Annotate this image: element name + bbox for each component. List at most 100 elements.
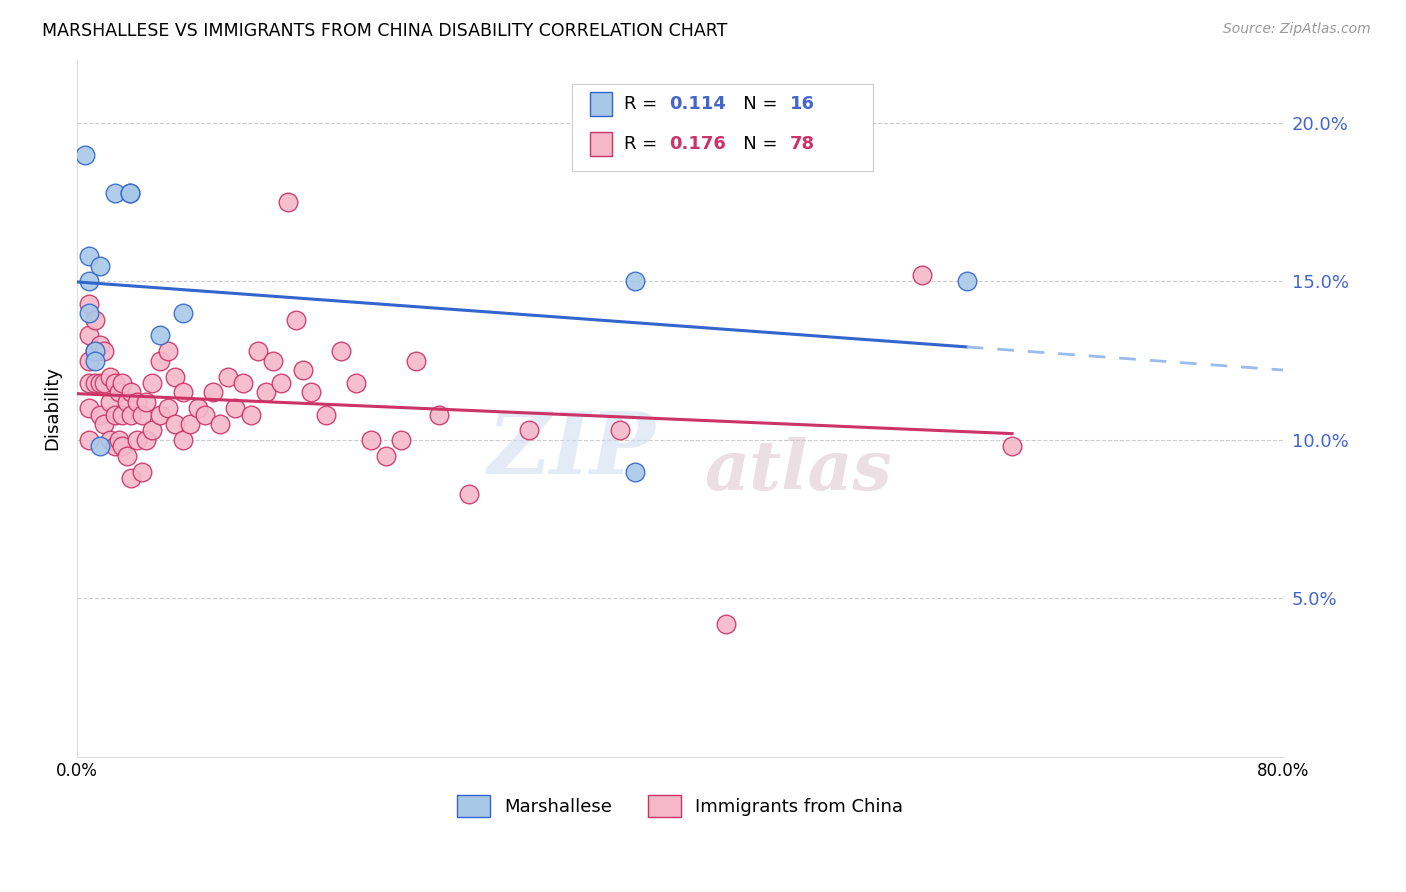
- Point: [77, 275, 100, 289]
- Text: atlas: atlas: [704, 437, 891, 505]
- Point: [89, 376, 111, 390]
- Text: N =: N =: [725, 95, 783, 112]
- Point: [187, 401, 209, 416]
- Text: MARSHALLESE VS IMMIGRANTS FROM CHINA DISABILITY CORRELATION CHART: MARSHALLESE VS IMMIGRANTS FROM CHINA DIS…: [42, 22, 727, 40]
- Bar: [589, 92, 612, 116]
- Point: [299, 385, 322, 400]
- Point: [156, 401, 179, 416]
- Point: [292, 363, 315, 377]
- Point: [172, 433, 194, 447]
- Point: [179, 417, 201, 431]
- Point: [239, 408, 262, 422]
- Point: [77, 353, 100, 368]
- Point: [93, 417, 115, 431]
- Point: [93, 376, 115, 390]
- Point: [104, 186, 127, 200]
- Point: [165, 417, 187, 431]
- Point: [77, 306, 100, 320]
- Point: [127, 433, 149, 447]
- Point: [98, 395, 121, 409]
- Point: [135, 395, 157, 409]
- Point: [111, 439, 134, 453]
- Point: [149, 408, 172, 422]
- Point: [262, 353, 284, 368]
- Point: [141, 376, 163, 390]
- Point: [427, 408, 450, 422]
- Text: ZIP: ZIP: [488, 409, 657, 491]
- Point: [115, 449, 138, 463]
- FancyBboxPatch shape: [572, 84, 873, 171]
- Point: [519, 424, 541, 438]
- Point: [910, 268, 932, 282]
- Point: [344, 376, 367, 390]
- Point: [458, 487, 481, 501]
- Point: [89, 338, 111, 352]
- Point: [224, 401, 246, 416]
- Point: [104, 376, 127, 390]
- Point: [956, 275, 979, 289]
- Point: [77, 433, 100, 447]
- Point: [127, 395, 149, 409]
- Point: [624, 275, 647, 289]
- Point: [217, 369, 239, 384]
- Point: [131, 465, 153, 479]
- Bar: [589, 132, 612, 156]
- Point: [165, 369, 187, 384]
- Point: [156, 344, 179, 359]
- Point: [172, 306, 194, 320]
- Point: [108, 385, 131, 400]
- Point: [89, 408, 111, 422]
- Point: [201, 385, 224, 400]
- Point: [141, 424, 163, 438]
- Point: [131, 408, 153, 422]
- Text: 0.114: 0.114: [669, 95, 727, 112]
- Point: [73, 147, 96, 161]
- Point: [77, 249, 100, 263]
- Point: [135, 433, 157, 447]
- Point: [714, 616, 737, 631]
- Point: [375, 449, 398, 463]
- Point: [389, 433, 412, 447]
- Point: [1001, 439, 1024, 453]
- Point: [209, 417, 232, 431]
- Point: [609, 424, 631, 438]
- Y-axis label: Disability: Disability: [44, 367, 60, 450]
- Point: [330, 344, 353, 359]
- Point: [84, 376, 107, 390]
- Point: [120, 408, 142, 422]
- Point: [194, 408, 217, 422]
- Point: [84, 353, 107, 368]
- Point: [89, 259, 111, 273]
- Point: [118, 186, 141, 200]
- Text: 78: 78: [790, 135, 815, 153]
- Point: [284, 312, 307, 326]
- Point: [111, 408, 134, 422]
- Point: [120, 471, 142, 485]
- Legend: Marshallese, Immigrants from China: Marshallese, Immigrants from China: [450, 789, 911, 824]
- Point: [93, 344, 115, 359]
- Point: [84, 312, 107, 326]
- Text: R =: R =: [624, 95, 662, 112]
- Point: [108, 433, 131, 447]
- Point: [104, 408, 127, 422]
- Point: [315, 408, 337, 422]
- Point: [624, 465, 647, 479]
- Point: [77, 401, 100, 416]
- Point: [104, 439, 127, 453]
- Text: R =: R =: [624, 135, 662, 153]
- Point: [277, 195, 299, 210]
- Point: [405, 353, 427, 368]
- Point: [89, 439, 111, 453]
- Point: [120, 385, 142, 400]
- Point: [84, 344, 107, 359]
- Point: [98, 433, 121, 447]
- Point: [111, 376, 134, 390]
- Point: [118, 186, 141, 200]
- Point: [115, 395, 138, 409]
- Point: [172, 385, 194, 400]
- Point: [254, 385, 277, 400]
- Point: [149, 353, 172, 368]
- Text: 16: 16: [790, 95, 815, 112]
- Text: 0.176: 0.176: [669, 135, 727, 153]
- Point: [77, 296, 100, 310]
